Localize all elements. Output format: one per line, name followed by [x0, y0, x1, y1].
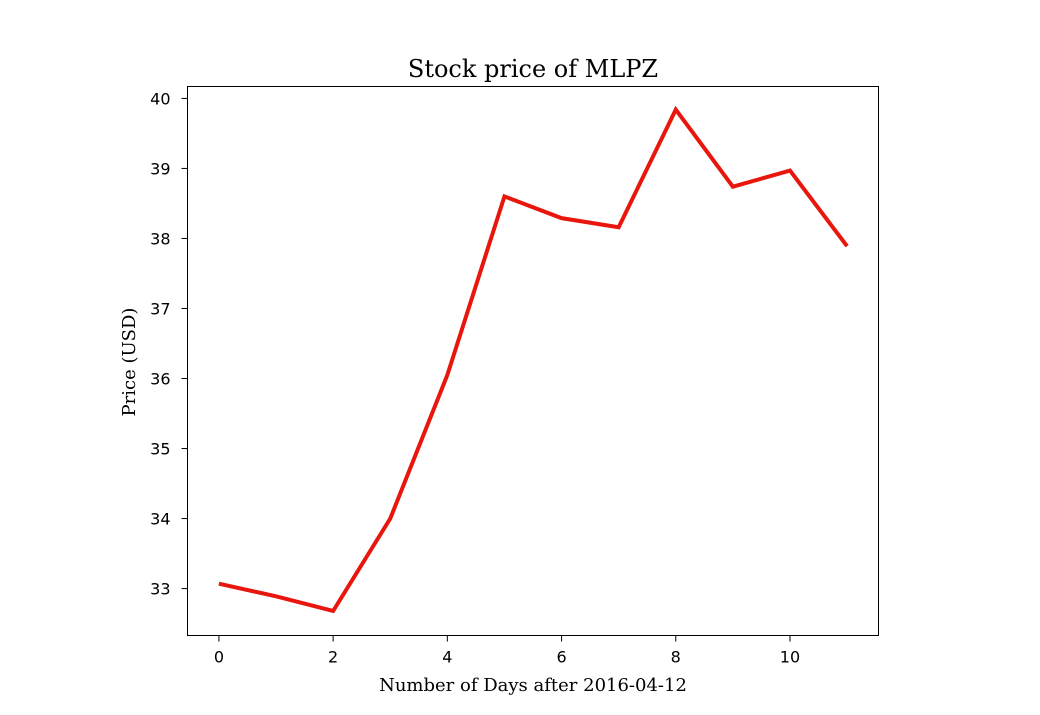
x-tick-label: 8: [671, 648, 681, 667]
y-axis-ticks: 33 34 35 36 37 38 39 40: [150, 89, 188, 599]
x-tick-label: 4: [442, 648, 452, 667]
y-tick-label: 39: [150, 159, 170, 178]
chart-title: Stock price of MLPZ: [408, 55, 658, 83]
x-tick-label: 6: [556, 648, 566, 667]
x-tick-label: 0: [214, 648, 224, 667]
y-tick-label: 35: [150, 440, 170, 459]
y-tick-label: 37: [150, 299, 170, 318]
plot-area: [187, 86, 879, 636]
series-line-0: [218, 105, 849, 614]
plot-frame: [187, 86, 879, 636]
series-layer: [218, 105, 849, 614]
x-axis-ticks: 0 2 4 6 8 10: [214, 635, 800, 667]
x-tick-label: 10: [780, 648, 800, 667]
y-tick-label: 38: [150, 229, 170, 248]
y-tick-label: 33: [150, 580, 170, 599]
x-axis-label: Number of Days after 2016-04-12: [379, 675, 687, 696]
y-axis-label: Price (USD): [119, 308, 140, 417]
y-tick-label: 36: [150, 370, 170, 389]
x-tick-label: 2: [328, 648, 338, 667]
y-tick-label: 34: [150, 510, 170, 529]
y-tick-label: 40: [150, 89, 170, 108]
